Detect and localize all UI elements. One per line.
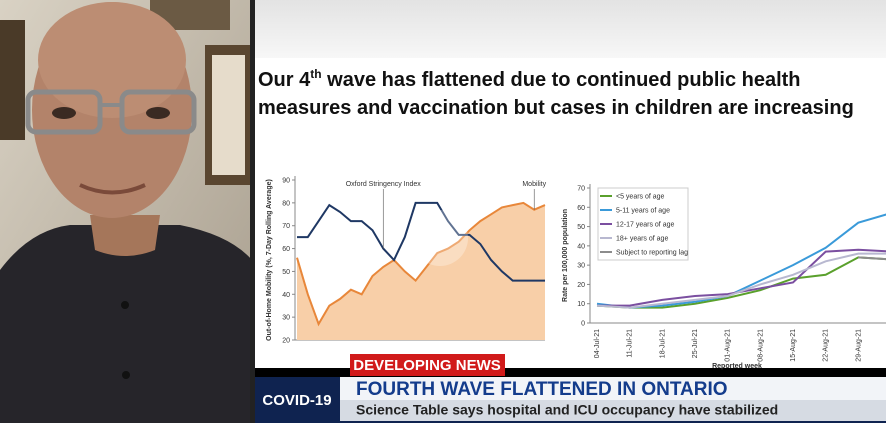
y-tick-label: 70 (577, 186, 585, 193)
y-tick-label: 30 (282, 315, 290, 322)
y-tick-label: 0 (581, 321, 585, 328)
legend-label: <5 years of age (616, 194, 665, 201)
series-line (596, 252, 886, 309)
y-tick-label: 20 (282, 338, 290, 345)
divider (250, 0, 255, 423)
legend-label: 18+ years of age (616, 236, 668, 243)
y-tick-label: 60 (282, 246, 290, 253)
presenter-video (0, 0, 252, 423)
legend-label: 5-11 years of age (616, 208, 670, 215)
legend-label: 12-17 years of age (616, 222, 674, 229)
subline: Science Table says hospital and ICU occu… (356, 402, 778, 418)
y-axis-label: Out-of-Home Mobility (%, 7-Day Rolling A… (266, 179, 273, 341)
annotation: Mobility (522, 181, 546, 188)
x-tick-label: 04-Jul-21 (594, 329, 601, 358)
headline: FOURTH WAVE FLATTENED IN ONTARIO (356, 379, 728, 400)
y-tick-label: 50 (282, 269, 290, 276)
x-tick-label: 11-Jul-21 (627, 329, 634, 358)
tag: DEVELOPING NEWS (353, 357, 501, 374)
y-tick-label: 20 (577, 282, 585, 289)
x-tick-label: 22-Aug-21 (823, 329, 830, 362)
play-button[interactable] (412, 210, 468, 266)
x-tick-label: 18-Jul-21 (659, 329, 666, 358)
y-tick-label: 60 (577, 205, 585, 212)
x-tick-label: 01-Aug-21 (725, 329, 732, 362)
title-superscript: th (310, 67, 321, 81)
charts: 20 30 40 50 60 70 80 90 Out-of-Home Mobility (%,… (266, 176, 886, 370)
lower-third: DEVELOPING NEWS COVID-19 FOURTH WAVE FLA… (255, 354, 886, 423)
title-run: wave has flattened due to continued publ… (322, 69, 801, 91)
y-tick-label: 70 (282, 223, 290, 230)
series-area (297, 202, 545, 340)
y-tick-label: 10 (577, 301, 585, 308)
series-line (296, 201, 546, 327)
slide-title: Our 4th wave has flattened due to contin… (258, 67, 801, 91)
y-tick-label: 40 (577, 243, 585, 250)
y-axis-label: Rate per 100,000 population (562, 209, 569, 302)
legend-box (597, 187, 689, 261)
title-run: Our 4 (258, 69, 311, 91)
legend-label: Subject to reporting lag (616, 250, 688, 257)
x-axis-label: Reported week (712, 363, 762, 370)
line-chart: 20 30 40 50 60 70 80 90 Out-of-Home Mobility (%,… (266, 176, 547, 345)
y-tick-label: 90 (282, 178, 290, 185)
y-tick-label: 50 (577, 224, 585, 231)
y-tick-label: 80 (282, 200, 290, 207)
y-tick-label: 40 (282, 292, 290, 299)
x-tick-label: 25-Jul-21 (692, 329, 699, 358)
x-tick-label: 08-Aug-21 (757, 329, 764, 362)
line-chart: 0 10 20 30 40 50 60 70 04-Jul-21 11-Jul-21 18-Jul-… (562, 184, 886, 370)
slide-title-line2: measures and vaccination but cases in ch… (258, 97, 854, 119)
x-tick-label: 29-Aug-21 (855, 329, 862, 362)
y-tick-label: 30 (577, 263, 585, 270)
topic: COVID-19 (262, 392, 331, 409)
annotation: Oxford Stringency Index (346, 181, 422, 188)
series-line (297, 201, 545, 282)
x-tick-label: 15-Aug-21 (790, 329, 797, 362)
